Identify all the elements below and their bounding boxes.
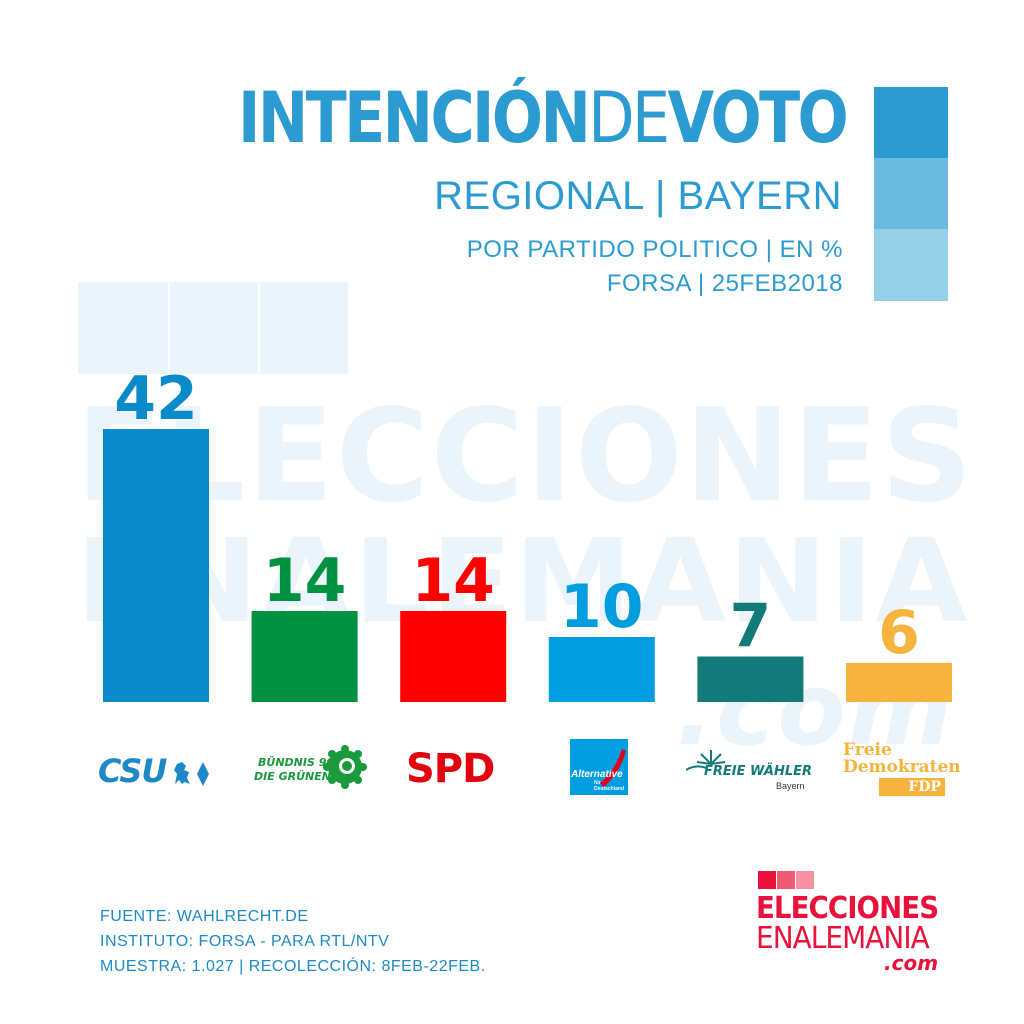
sample-text: MUESTRA: 1.027 | RECOLECCIÓN: 8FEB-22FEB… [100,958,486,975]
diamond-icon [197,762,210,786]
bar-6 [846,663,952,702]
bar-2 [251,611,358,702]
bar-3 [400,611,507,702]
value-label-1: 42 [114,364,198,434]
fw-line-1: FREIE WÄHLER [704,764,813,779]
logo-afd: Alternative für Deutschland [570,739,628,795]
sunflower-icon [323,745,367,789]
brand-line-3: .com [884,951,939,975]
fdp-line-1: Freie [843,740,892,760]
swatch-mid [874,158,948,229]
bar-1 [103,429,209,702]
brand-line-1: ELECCIONES [756,891,939,926]
swoosh-icon [686,765,706,771]
title-light: DE [588,77,670,159]
institute-text: INSTITUTO: FORSA - PARA RTL/NTV [100,933,390,950]
brand-line-2: ENALEMANIA [756,921,930,956]
sun-icon [696,750,726,765]
title-bold-2: VOTO [667,77,848,159]
value-label-6: 6 [878,598,920,668]
afd-line-3: Deutschland [594,786,625,792]
value-label-4: 10 [560,572,644,642]
chart-subtitle: REGIONAL | BAYERN [434,174,842,218]
logo-spd: SPD [406,746,495,792]
watermark-block-1 [78,282,168,374]
afd-arrow-icon [600,749,626,787]
brand-square-3 [796,871,814,889]
fdp-line-3: FDP [879,778,945,796]
lion-icon [173,762,190,784]
gruene-line-1: BÜNDNIS 90 [258,756,335,769]
watermark-block-2 [170,282,258,374]
fdp-line-2: Demokraten [843,757,961,777]
value-label-5: 7 [730,592,772,662]
title-bold-1: INTENCIÓN [237,77,591,159]
spd-logo-text: SPD [406,746,495,792]
logo-csu: CSU [98,752,210,790]
brand-square-2 [777,871,795,889]
afd-line-2: für [594,780,601,786]
fw-line-2: Bayern [776,781,805,791]
swatch-dark [874,87,948,158]
chart-title: INTENCIÓNDEVOTO [237,77,849,159]
brand-square-1 [758,871,776,889]
watermark-line-1: ELECCIONES [76,382,975,531]
meta-line-2: FORSA | 25FEB2018 [606,270,843,297]
logo-freie-waehler: FREIE WÄHLER Bayern [686,748,813,794]
logo-fdp: Freie Demokraten FDP [843,740,961,796]
bar-chart: 42 14 14 10 7 6 [103,364,952,702]
watermark-block-3 [260,282,348,374]
bar-5 [697,656,804,702]
swatch-light [874,229,948,301]
value-label-3: 14 [411,546,495,616]
value-label-2: 14 [263,546,347,616]
bar-4 [548,637,655,702]
source-text: FUENTE: WAHLRECHT.DE [100,908,309,925]
gruene-line-2: DIE GRÜNEN [254,770,331,783]
meta-line-1: POR PARTIDO POLITICO | EN % [466,236,843,263]
watermark-line-2: ENALEMANIA [76,515,970,649]
afd-line-1: Alternative [571,769,623,780]
csu-logo-text: CSU [98,752,167,790]
